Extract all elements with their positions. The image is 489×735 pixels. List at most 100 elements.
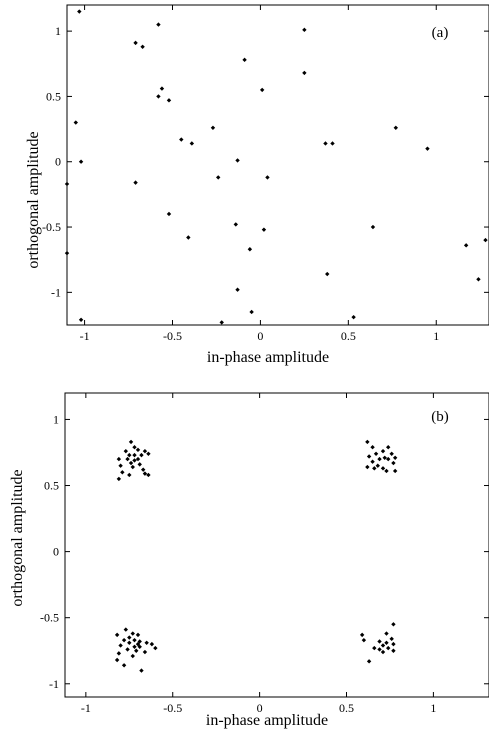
data-point xyxy=(149,641,155,647)
data-point xyxy=(389,636,394,642)
data-point xyxy=(116,456,122,462)
data-point xyxy=(384,468,389,474)
data-point xyxy=(128,460,134,466)
data-point xyxy=(166,211,172,217)
data-point xyxy=(130,631,135,636)
data-point xyxy=(380,448,386,454)
data-point xyxy=(302,70,307,76)
data-point xyxy=(121,637,127,643)
data-point xyxy=(125,647,130,652)
y-tick-label: 1 xyxy=(53,412,59,426)
data-point xyxy=(377,647,382,652)
data-point xyxy=(156,22,161,27)
chart-panel-a: -1 -0.5 0 0.5 1 -1 -0.5 0 0.5 1 (a) in-phase amplit… xyxy=(25,4,489,366)
y-axis-label: orthogonal amplitude xyxy=(25,131,42,268)
data-point xyxy=(186,235,191,240)
x-tick-label: 0.5 xyxy=(339,701,354,715)
data-point xyxy=(302,27,307,33)
data-point xyxy=(137,462,142,467)
data-point xyxy=(259,87,265,93)
data-point xyxy=(361,637,367,643)
data-point xyxy=(156,94,161,99)
data-point xyxy=(121,663,127,668)
data-point xyxy=(144,640,149,646)
plot-frame xyxy=(66,4,489,326)
data-point xyxy=(142,471,148,476)
data-point xyxy=(146,472,151,478)
data-point xyxy=(135,447,141,453)
data-point xyxy=(261,227,267,232)
data-point xyxy=(166,98,172,103)
data-point xyxy=(134,648,139,653)
data-point xyxy=(133,180,138,185)
x-tick-label: -1 xyxy=(80,329,90,343)
data-point xyxy=(384,631,389,636)
y-tick-label: 1 xyxy=(55,24,61,38)
data-point xyxy=(120,470,125,475)
data-point xyxy=(64,181,70,187)
data-point xyxy=(114,657,120,663)
data-point xyxy=(370,224,376,230)
data-point xyxy=(386,444,391,450)
data-point xyxy=(189,141,195,146)
data-point xyxy=(135,632,141,638)
data-point xyxy=(370,444,375,450)
x-axis-label: in-phase amplitude xyxy=(207,349,329,366)
data-point xyxy=(142,649,148,655)
data-point xyxy=(78,159,84,164)
data-point xyxy=(370,459,375,464)
data-point xyxy=(325,271,330,277)
data-point xyxy=(140,44,145,49)
data-point xyxy=(130,653,135,659)
data-point xyxy=(64,250,70,256)
data-point xyxy=(73,120,78,125)
data-point xyxy=(127,640,132,646)
data-point xyxy=(130,464,135,470)
data-point xyxy=(463,243,469,248)
data-point xyxy=(137,644,142,649)
plot-frame xyxy=(64,392,489,698)
y-tick-label: -0.5 xyxy=(40,611,59,625)
data-point xyxy=(384,640,389,646)
data-point xyxy=(179,137,184,142)
data-point xyxy=(140,467,146,472)
data-point xyxy=(77,9,82,14)
x-axis-label: in-phase amplitude xyxy=(206,712,328,729)
data-point xyxy=(359,632,365,638)
data-point xyxy=(425,146,430,151)
data-point xyxy=(132,452,137,458)
data-point xyxy=(392,455,398,460)
chart-panel-b: -1 -0.5 0 0.5 1 -1 -0.5 0 0.5 1 (b) in-phase amplit… xyxy=(9,392,489,729)
data-point xyxy=(247,247,253,252)
data-point xyxy=(242,57,247,63)
data-point xyxy=(365,464,370,470)
data-point xyxy=(366,659,372,664)
data-point xyxy=(132,458,137,463)
data-point xyxy=(323,141,328,146)
x-tick-label: 1 xyxy=(433,329,439,343)
data-point xyxy=(330,141,335,146)
data-point xyxy=(391,641,396,647)
x-tick-label: -0.5 xyxy=(163,329,182,343)
y-tick-label: -1 xyxy=(51,285,61,299)
data-point xyxy=(389,451,394,456)
y-axis-label: orthogonal amplitude xyxy=(9,469,26,606)
data-point xyxy=(391,460,396,466)
data-point xyxy=(139,668,144,673)
y-tick-label: 0 xyxy=(53,545,59,559)
data-point xyxy=(393,125,399,130)
data-point xyxy=(351,314,356,320)
data-point xyxy=(365,439,370,445)
data-point xyxy=(373,451,379,456)
y-tick-label: 0.5 xyxy=(44,479,59,493)
data-point xyxy=(249,309,254,315)
data-point xyxy=(375,463,380,468)
data-point xyxy=(392,468,398,474)
data-point xyxy=(219,320,224,325)
x-tick-label: -1 xyxy=(81,701,91,715)
y-tick-label: 0 xyxy=(55,155,61,169)
data-point xyxy=(483,237,488,243)
data-point xyxy=(233,222,238,227)
data-point xyxy=(210,125,216,130)
